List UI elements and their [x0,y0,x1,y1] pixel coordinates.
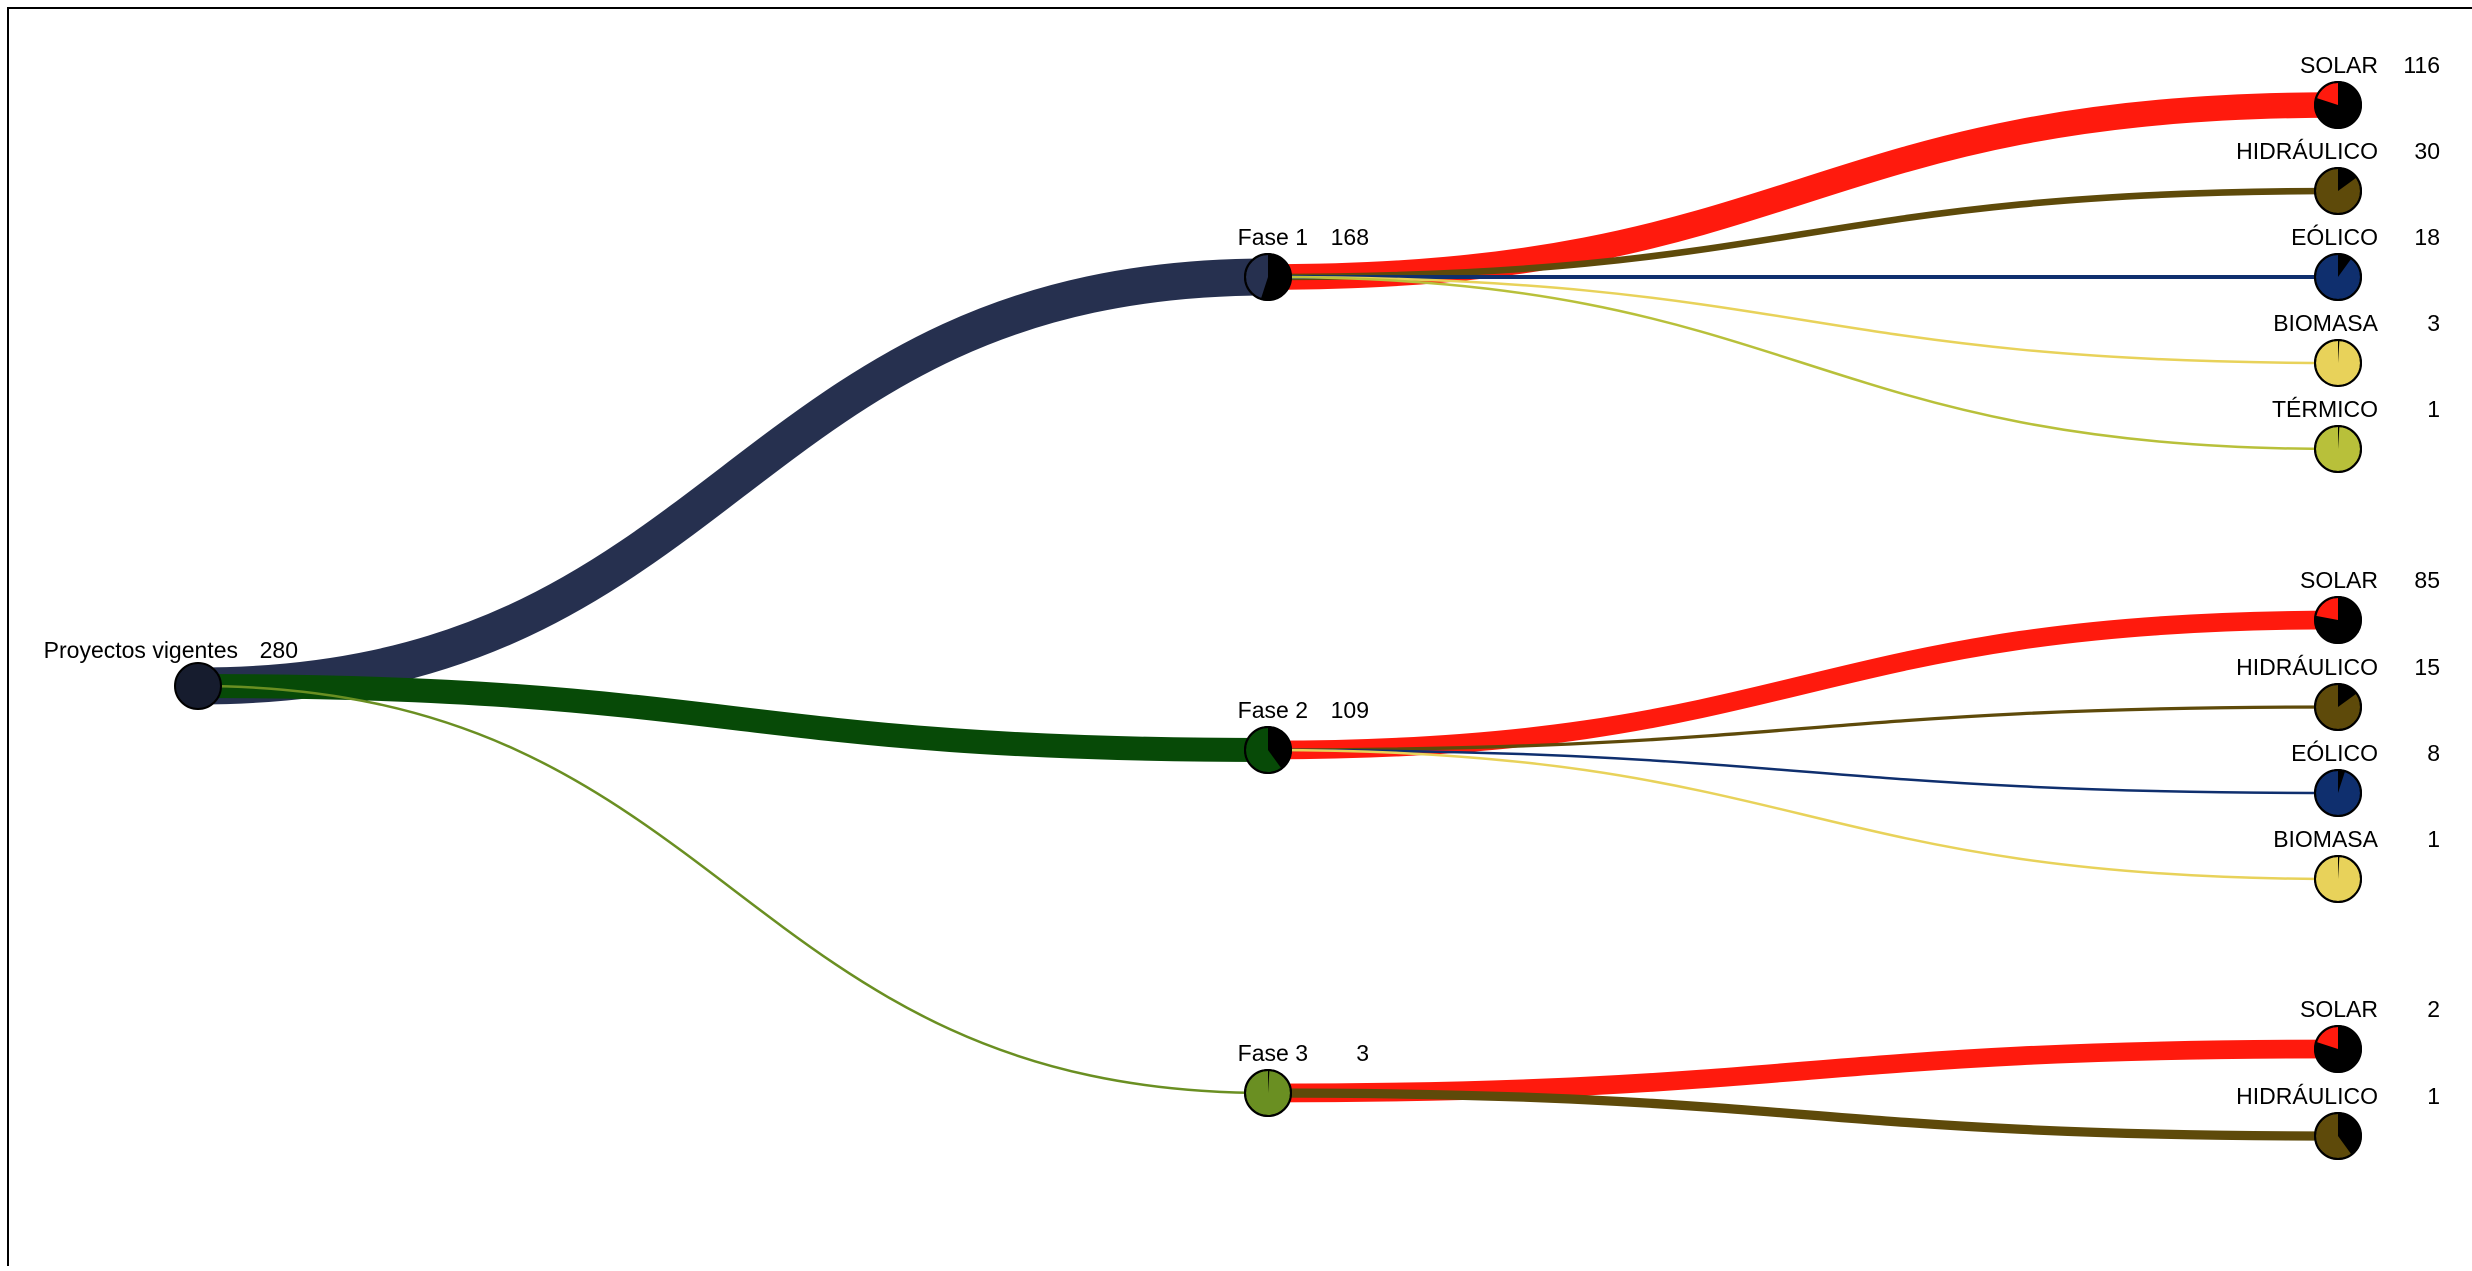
leaf-count-fase-2-biomasa: 1 [2427,826,2440,852]
node-fase-2-biomasa-share-wedge [2338,856,2340,879]
leaf-count-fase-1-hidraulico: 30 [2414,138,2440,164]
node-fase-1-termico [2314,425,2362,473]
leaf-count-fase-3-solar: 2 [2427,996,2440,1022]
node-fase-1-eolico-share-wedge [2338,254,2352,277]
node-root-base [174,662,222,710]
node-fase-2-solar-share-wedge [2315,597,2361,644]
phase-count-fase-1: 168 [1331,224,1369,250]
leaf-count-fase-1-solar: 116 [2403,52,2440,78]
link-root-fase-1 [197,258,1269,705]
link-fase-2-solar [1267,610,2339,760]
node-fase-2-eolico-share-wedge [2338,770,2346,793]
leaf-label-fase-1-hidraulico: HIDRÁULICO [2236,138,2378,164]
leaf-count-fase-1-biomasa: 3 [2427,310,2440,336]
node-fase-2 [1244,726,1292,774]
link-root-fase-3 [197,684,1269,1095]
node-fase-2-hidraulico-outline [2314,683,2362,731]
phase-label-fase-2: Fase 2 [1238,697,1308,723]
node-fase-1 [1244,253,1292,301]
link-root-fase-2 [197,674,1269,762]
phase-count-fase-2: 109 [1331,697,1369,723]
leaf-label-fase-1-termico: TÉRMICO [2272,396,2378,422]
leaf-count-fase-1-eolico: 18 [2414,224,2440,250]
link-fase-2-eolico [1267,748,2339,795]
node-fase-1-solar-outline [2314,81,2362,129]
node-fase-1-outline [1244,253,1292,301]
node-fase-3-solar-outline [2314,1025,2362,1073]
node-fase-2-eolico [2314,769,2362,817]
link-fase-2-hidraulico [1267,705,2339,752]
node-fase-1-solar-share-wedge [2315,82,2361,129]
leaf-label-fase-1-solar: SOLAR [2300,52,2378,78]
leaf-label-fase-1-eolico: EÓLICO [2291,224,2378,250]
leaf-label-fase-2-eolico: EÓLICO [2291,740,2378,766]
node-fase-3-solar [2314,1025,2362,1073]
nodes-layer [174,81,2362,1160]
node-fase-3-hidraulico-outline [2314,1112,2362,1160]
node-fase-1-biomasa [2314,339,2362,387]
link-fase-1-solar [1267,92,2339,290]
node-fase-1-eolico-outline [2314,253,2362,301]
link-fase-1-termico [1267,275,2339,451]
node-fase-2-eolico-outline [2314,769,2362,817]
leaf-count-fase-2-eolico: 8 [2427,740,2440,766]
node-fase-1-hidraulico [2314,167,2362,215]
leaf-label-fase-2-biomasa: BIOMASA [2273,826,2378,852]
link-fase-1-biomasa [1267,275,2339,365]
leaf-count-fase-3-hidraulico: 1 [2427,1083,2440,1109]
leaf-label-fase-2-solar: SOLAR [2300,567,2378,593]
node-fase-1-solar [2314,81,2362,129]
node-fase-3-outline [1244,1069,1292,1117]
root-count: 280 [260,637,298,663]
leaf-label-fase-3-solar: SOLAR [2300,996,2378,1022]
leaf-count-fase-2-hidraulico: 15 [2414,654,2440,680]
leaf-label-fase-2-hidraulico: HIDRÁULICO [2236,654,2378,680]
diagram-frame [7,7,2472,1271]
link-fase-3-hidraulico [1267,1088,2339,1141]
phase-count-fase-3: 3 [1356,1040,1369,1066]
leaf-count-fase-1-termico: 1 [2427,396,2440,422]
node-fase-2-biomasa [2314,855,2362,903]
node-fase-1-eolico [2314,253,2362,301]
node-fase-3-share-wedge [1268,1070,1270,1093]
node-fase-3 [1244,1069,1292,1117]
node-fase-1-biomasa-share-wedge [2338,340,2340,363]
node-fase-1-termico-outline [2314,425,2362,473]
link-fase-3-solar [1267,1039,2339,1103]
leaf-count-fase-2-solar: 85 [2414,567,2440,593]
node-fase-3-hidraulico [2314,1112,2362,1160]
node-fase-2-hidraulico [2314,683,2362,731]
phase-label-fase-1: Fase 1 [1238,224,1308,250]
node-fase-2-share-wedge [1268,727,1292,769]
root-label: Proyectos vigentes [44,637,238,663]
links-layer [197,92,2339,1141]
leaf-label-fase-3-hidraulico: HIDRÁULICO [2236,1083,2378,1109]
node-fase-2-biomasa-outline [2314,855,2362,903]
node-fase-3-hidraulico-share-wedge [2338,1113,2362,1155]
node-root [174,662,222,710]
leaf-label-fase-1-biomasa: BIOMASA [2273,310,2378,336]
phase-label-fase-3: Fase 3 [1238,1040,1308,1066]
link-fase-2-biomasa [1267,748,2339,881]
node-fase-1-termico-share-wedge [2338,426,2340,449]
node-fase-1-biomasa-outline [2314,339,2362,387]
link-fase-1-hidraulico [1267,187,2339,281]
node-fase-2-outline [1244,726,1292,774]
node-fase-3-solar-share-wedge [2315,1026,2361,1073]
labels-layer: Proyectos vigentes 280 Fase 1 168 SOLAR 116 HI… [44,52,2440,1109]
node-fase-1-hidraulico-outline [2314,167,2362,215]
node-fase-2-solar-outline [2314,596,2362,644]
node-fase-1-share-wedge [1260,254,1292,300]
node-fase-2-solar [2314,596,2362,644]
